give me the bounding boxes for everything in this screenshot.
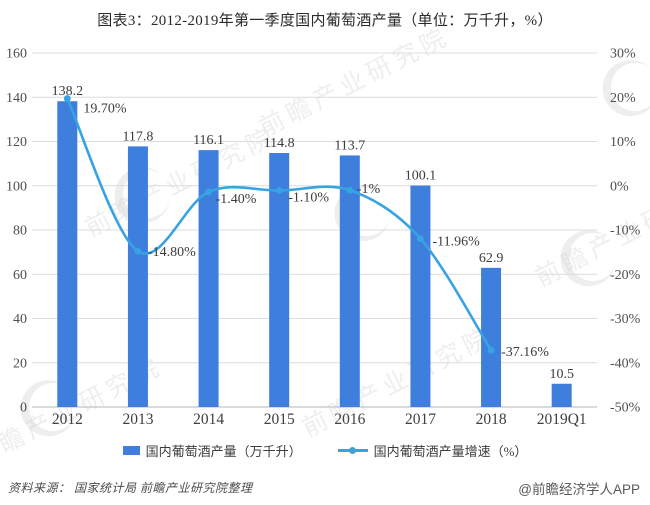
right-axis-tick: 0% (610, 179, 629, 194)
left-axis-tick: 100 (6, 179, 27, 194)
x-axis-label: 2016 (334, 411, 365, 428)
x-axis-label: 2014 (193, 411, 224, 428)
chart-legend: 国内葡萄酒产量（万千升） 国内葡萄酒产量增速（%） (0, 441, 650, 460)
left-axis-tick: 120 (6, 135, 27, 150)
legend-label-production: 国内葡萄酒产量（万千升） (145, 444, 302, 459)
line-value-label: -1.10% (288, 191, 329, 206)
bar (339, 155, 360, 407)
watermark-logo-icon (20, 380, 76, 437)
line-value-label: -11.96% (432, 235, 480, 250)
bar (551, 383, 572, 407)
bar-value-label: 138.2 (52, 84, 84, 99)
bar-value-label: 114.8 (264, 136, 295, 151)
x-axis-label: 2015 (264, 411, 295, 428)
chart-title: 图表3：2012-2019年第一季度国内葡萄酒产量（单位：万千升，%） (97, 13, 553, 29)
line-value-label: -1% (357, 182, 381, 197)
bar (198, 150, 219, 407)
line-marker (205, 188, 212, 196)
bar (127, 146, 148, 407)
left-axis-tick: 140 (6, 91, 27, 106)
line-marker (134, 247, 142, 255)
bar (410, 185, 431, 407)
line-value-label: -1.40% (216, 192, 257, 207)
line-marker (346, 186, 354, 194)
watermark-logo-icon (602, 60, 650, 117)
left-axis-tick: 40 (13, 312, 27, 327)
bar (269, 153, 290, 407)
bar-value-label: 117.8 (122, 129, 153, 144)
x-axis-label: 2017 (405, 411, 436, 428)
line-value-label: -14.80% (148, 245, 196, 260)
line-marker (417, 235, 424, 243)
line-marker (63, 95, 71, 102)
bar-series-swatch-icon (122, 446, 140, 455)
x-axis-label: 2012 (52, 411, 83, 428)
legend-item-growth: 国内葡萄酒产量增速（%） (337, 441, 528, 460)
line-series-swatch-icon (337, 446, 368, 455)
left-axis-tick: 60 (13, 268, 27, 283)
legend-item-production: 国内葡萄酒产量（万千升） (122, 441, 302, 460)
bar-value-label: 62.9 (479, 251, 504, 266)
right-axis-tick: -40% (610, 356, 641, 371)
right-axis-tick: 10% (610, 135, 636, 150)
left-axis-tick: 80 (13, 224, 27, 239)
x-axis-label: 2018 (476, 411, 507, 428)
right-axis-tick: -50% (610, 401, 641, 416)
line-value-label: -37.16% (501, 345, 549, 360)
x-axis-label: 2013 (122, 411, 153, 428)
left-axis-tick: 0 (20, 401, 27, 416)
bar-value-label: 10.5 (549, 367, 574, 382)
line-value-label: 19.70% (83, 102, 127, 117)
right-axis-tick: 20% (610, 91, 636, 106)
chart-canvas: 160 30% 140 20% 120 10% 100 0% 80 -10% 60 -20% 40 -30… (6, 47, 641, 429)
credit-note: @前瞻经济学人APP (518, 482, 640, 497)
x-axis-label: 2019Q1 (537, 411, 587, 428)
right-axis-tick: -30% (610, 312, 641, 327)
bar-value-label: 100.1 (405, 169, 437, 184)
source-note: 资料来源： 国家统计局 前瞻产业研究院整理 (8, 481, 253, 495)
bar-value-label: 113.7 (334, 138, 365, 153)
line-marker (487, 346, 495, 354)
line-marker (275, 187, 283, 195)
watermark-logo-icon (560, 230, 616, 287)
left-axis-tick: 20 (13, 356, 27, 371)
legend-label-growth: 国内葡萄酒产量增速（%） (373, 444, 528, 459)
right-axis-tick: 30% (610, 47, 636, 62)
left-axis-tick: 160 (6, 47, 27, 62)
bar (57, 101, 78, 408)
bar (481, 267, 502, 407)
bar-value-label: 116.1 (193, 133, 224, 148)
right-axis-tick: -10% (610, 224, 641, 239)
right-axis-tick: -20% (610, 268, 641, 283)
